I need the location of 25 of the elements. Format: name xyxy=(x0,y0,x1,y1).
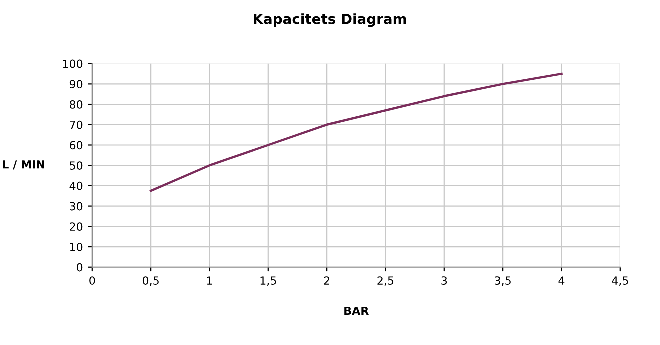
y-tick-label: 60 xyxy=(70,141,83,150)
y-tick-label: 80 xyxy=(70,100,83,109)
y-tick-label: 30 xyxy=(70,202,83,211)
y-tick-label: 40 xyxy=(70,182,83,190)
chart-title: Kapacitets Diagram xyxy=(254,14,406,28)
y-tick-label: 20 xyxy=(70,222,83,232)
x-tick-label: 0 xyxy=(90,276,96,286)
x-tick-label: 3,5 xyxy=(495,276,511,286)
line-series xyxy=(150,72,563,192)
x-axis-title: BAR xyxy=(344,306,369,316)
y-tick-label: 90 xyxy=(70,80,83,89)
x-tick-label: 1 xyxy=(207,276,212,285)
y-tick-label: 50 xyxy=(70,162,83,170)
y-tick-label: 70 xyxy=(70,120,83,130)
y-tick-label: 0 xyxy=(77,263,83,272)
x-tick-label: 3 xyxy=(442,276,448,286)
y-axis-title: L / MIN xyxy=(3,160,44,170)
x-tick-label: 4 xyxy=(558,276,565,285)
y-tick-label: 100 xyxy=(63,60,83,68)
x-tick-label: 4,5 xyxy=(612,276,628,286)
x-tick-label: 0,5 xyxy=(142,276,159,286)
x-tick-label: 2 xyxy=(324,276,330,285)
x-tick-label: 1,5 xyxy=(260,276,276,286)
y-tick-label: 10 xyxy=(70,242,83,252)
x-tick-label: 2,5 xyxy=(378,276,394,286)
